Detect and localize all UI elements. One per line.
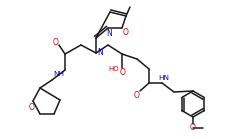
Text: NH: NH	[54, 71, 64, 77]
Text: O: O	[123, 28, 129, 37]
Text: O: O	[53, 38, 59, 47]
Text: O: O	[134, 90, 140, 100]
Text: N: N	[106, 28, 112, 38]
Text: HO: HO	[109, 66, 119, 72]
Text: O: O	[190, 123, 196, 132]
Text: N: N	[97, 48, 103, 56]
Text: HN: HN	[159, 75, 169, 81]
Text: O: O	[29, 102, 35, 111]
Text: O: O	[120, 68, 126, 76]
